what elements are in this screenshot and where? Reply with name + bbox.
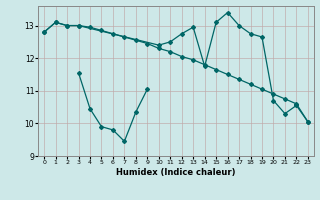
X-axis label: Humidex (Indice chaleur): Humidex (Indice chaleur) [116, 168, 236, 177]
